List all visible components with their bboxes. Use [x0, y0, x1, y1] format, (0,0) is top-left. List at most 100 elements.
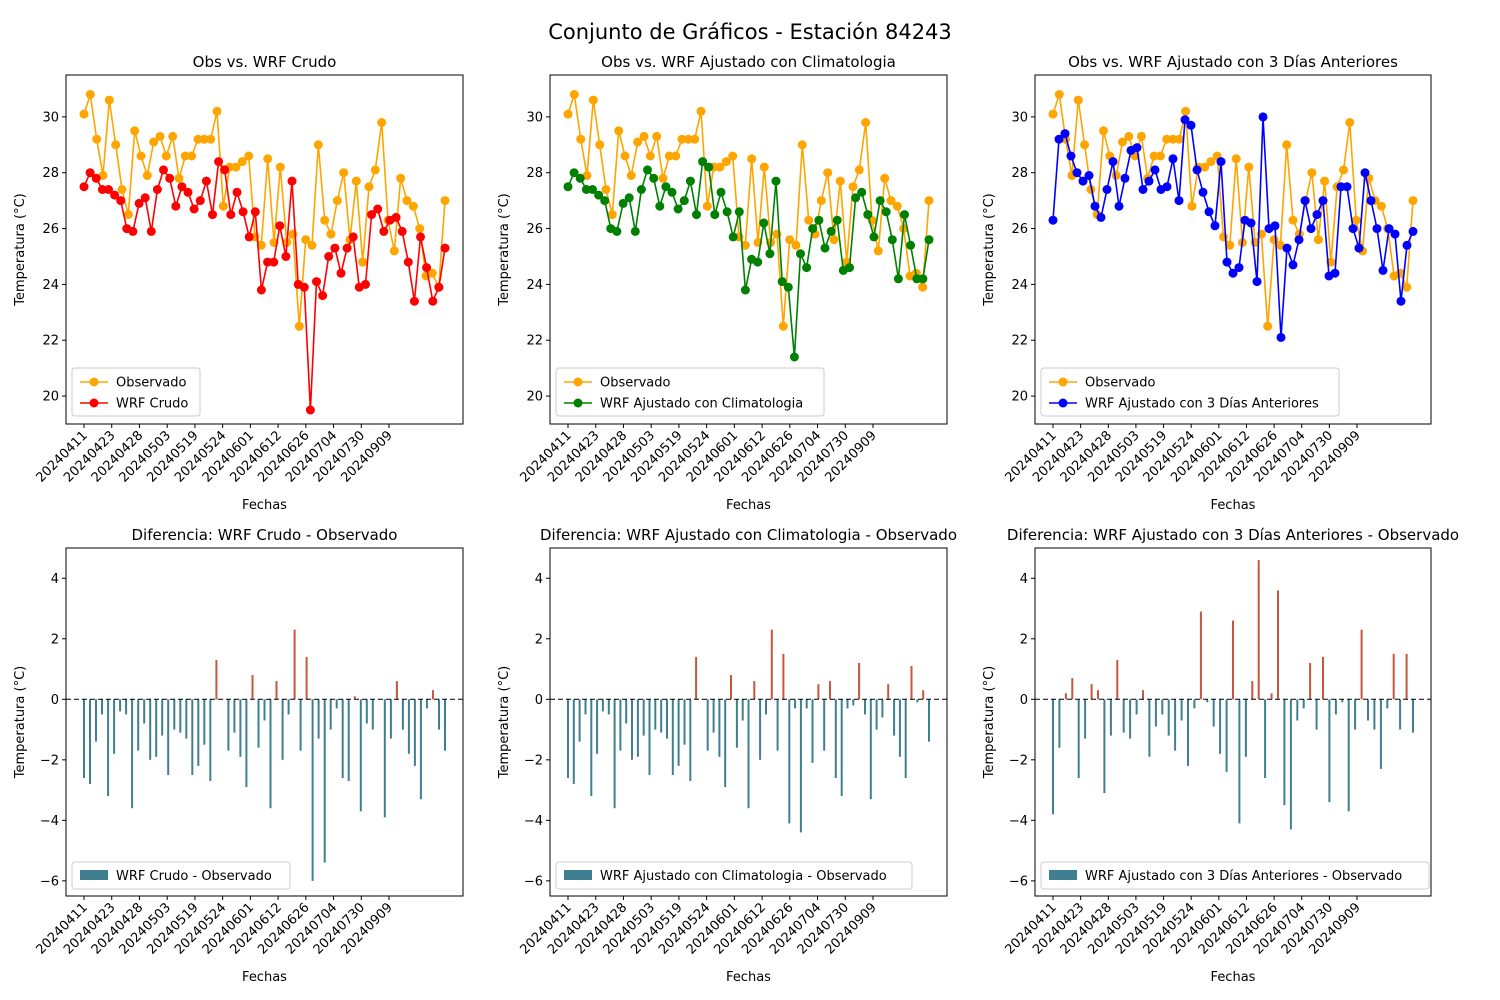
data-point [183, 187, 193, 197]
data-point [685, 176, 695, 186]
bar [1071, 678, 1074, 700]
bar [1219, 699, 1222, 754]
data-point [1402, 282, 1412, 292]
bar [677, 699, 680, 766]
bar [910, 666, 913, 700]
data-point [187, 151, 197, 161]
data-point [415, 224, 425, 234]
plot-frame [1034, 74, 1432, 425]
bar [869, 699, 872, 800]
legend-label: WRF Ajustado con 3 Días Anteriores - Obs… [1085, 869, 1402, 884]
bar [712, 699, 715, 733]
bar [881, 699, 884, 718]
data-point [379, 226, 389, 236]
series-line [567, 94, 930, 327]
data-point [117, 185, 127, 194]
data-point [1204, 207, 1214, 217]
bar [1392, 653, 1395, 700]
data-point [1180, 115, 1190, 125]
data-point [367, 210, 377, 220]
data-point [195, 196, 205, 206]
bar [1277, 590, 1279, 700]
data-point [1168, 154, 1178, 164]
data-point [238, 207, 248, 217]
bar [167, 699, 170, 775]
data-point [389, 246, 399, 256]
data-point [149, 137, 159, 147]
data-point [313, 140, 323, 150]
chart-title: Diferencia: WRF Crudo - Observado [132, 526, 398, 544]
y-tick-label: 4 [1020, 572, 1028, 587]
data-point [1192, 165, 1202, 175]
y-tick-label: 24 [1011, 278, 1028, 293]
legend-box [71, 861, 291, 890]
data-point [715, 162, 725, 172]
bar [83, 699, 85, 778]
data-point [1138, 185, 1148, 194]
data-point [342, 243, 352, 253]
data-point [1225, 240, 1235, 250]
data-point [887, 235, 897, 245]
data-point [1342, 182, 1352, 192]
bar [1142, 690, 1144, 700]
data-point [633, 137, 643, 147]
bar [1167, 699, 1170, 736]
data-point [630, 226, 640, 236]
y-axis-label: Temperatura (°C) [982, 193, 997, 306]
bar [407, 699, 410, 754]
data-point [747, 154, 757, 164]
bar [799, 699, 802, 833]
bar [269, 699, 272, 809]
data-point [1099, 126, 1108, 136]
bar [1090, 684, 1093, 700]
bar [1386, 699, 1389, 709]
bar [706, 699, 709, 751]
chart-5: Diferencia: WRF Ajustado con Climatologi… [497, 526, 957, 985]
bar [1354, 699, 1357, 730]
data-point [626, 171, 636, 180]
data-point [1162, 182, 1172, 192]
plot-frame [549, 74, 948, 425]
data-point [1102, 185, 1112, 194]
y-tick-label: 22 [42, 334, 59, 349]
bar [1399, 699, 1402, 730]
data-point [667, 187, 677, 197]
data-point [1048, 109, 1058, 119]
data-point [1136, 131, 1146, 141]
data-point [1086, 185, 1096, 194]
data-point [614, 126, 624, 136]
data-point [861, 118, 871, 127]
data-point [326, 229, 336, 239]
legend: WRF Ajustado con Climatologia - Observad… [555, 861, 913, 890]
data-point [299, 282, 309, 292]
data-point [1312, 210, 1322, 220]
data-point [256, 285, 266, 295]
bar [636, 699, 639, 757]
data-point [370, 165, 380, 175]
data-point [330, 243, 340, 253]
bar [275, 681, 278, 700]
bar [619, 699, 622, 751]
y-tick-label: 24 [42, 278, 59, 293]
data-point [1372, 224, 1382, 234]
data-point [189, 204, 199, 214]
data-point [802, 263, 812, 273]
data-point [692, 210, 701, 220]
data-point [348, 232, 358, 242]
data-point [377, 118, 387, 127]
bar [89, 699, 91, 784]
bar [1097, 690, 1099, 700]
y-tick-label: −6 [1009, 874, 1028, 889]
data-point [130, 126, 140, 136]
bar [654, 699, 657, 730]
data-point [886, 196, 896, 206]
data-point [1320, 176, 1330, 186]
bar [1244, 699, 1247, 757]
bar [1264, 699, 1267, 778]
bar [1225, 699, 1228, 772]
data-point [1066, 151, 1076, 161]
data-point [1149, 151, 1159, 161]
data-point [177, 182, 187, 192]
bar [671, 699, 674, 775]
